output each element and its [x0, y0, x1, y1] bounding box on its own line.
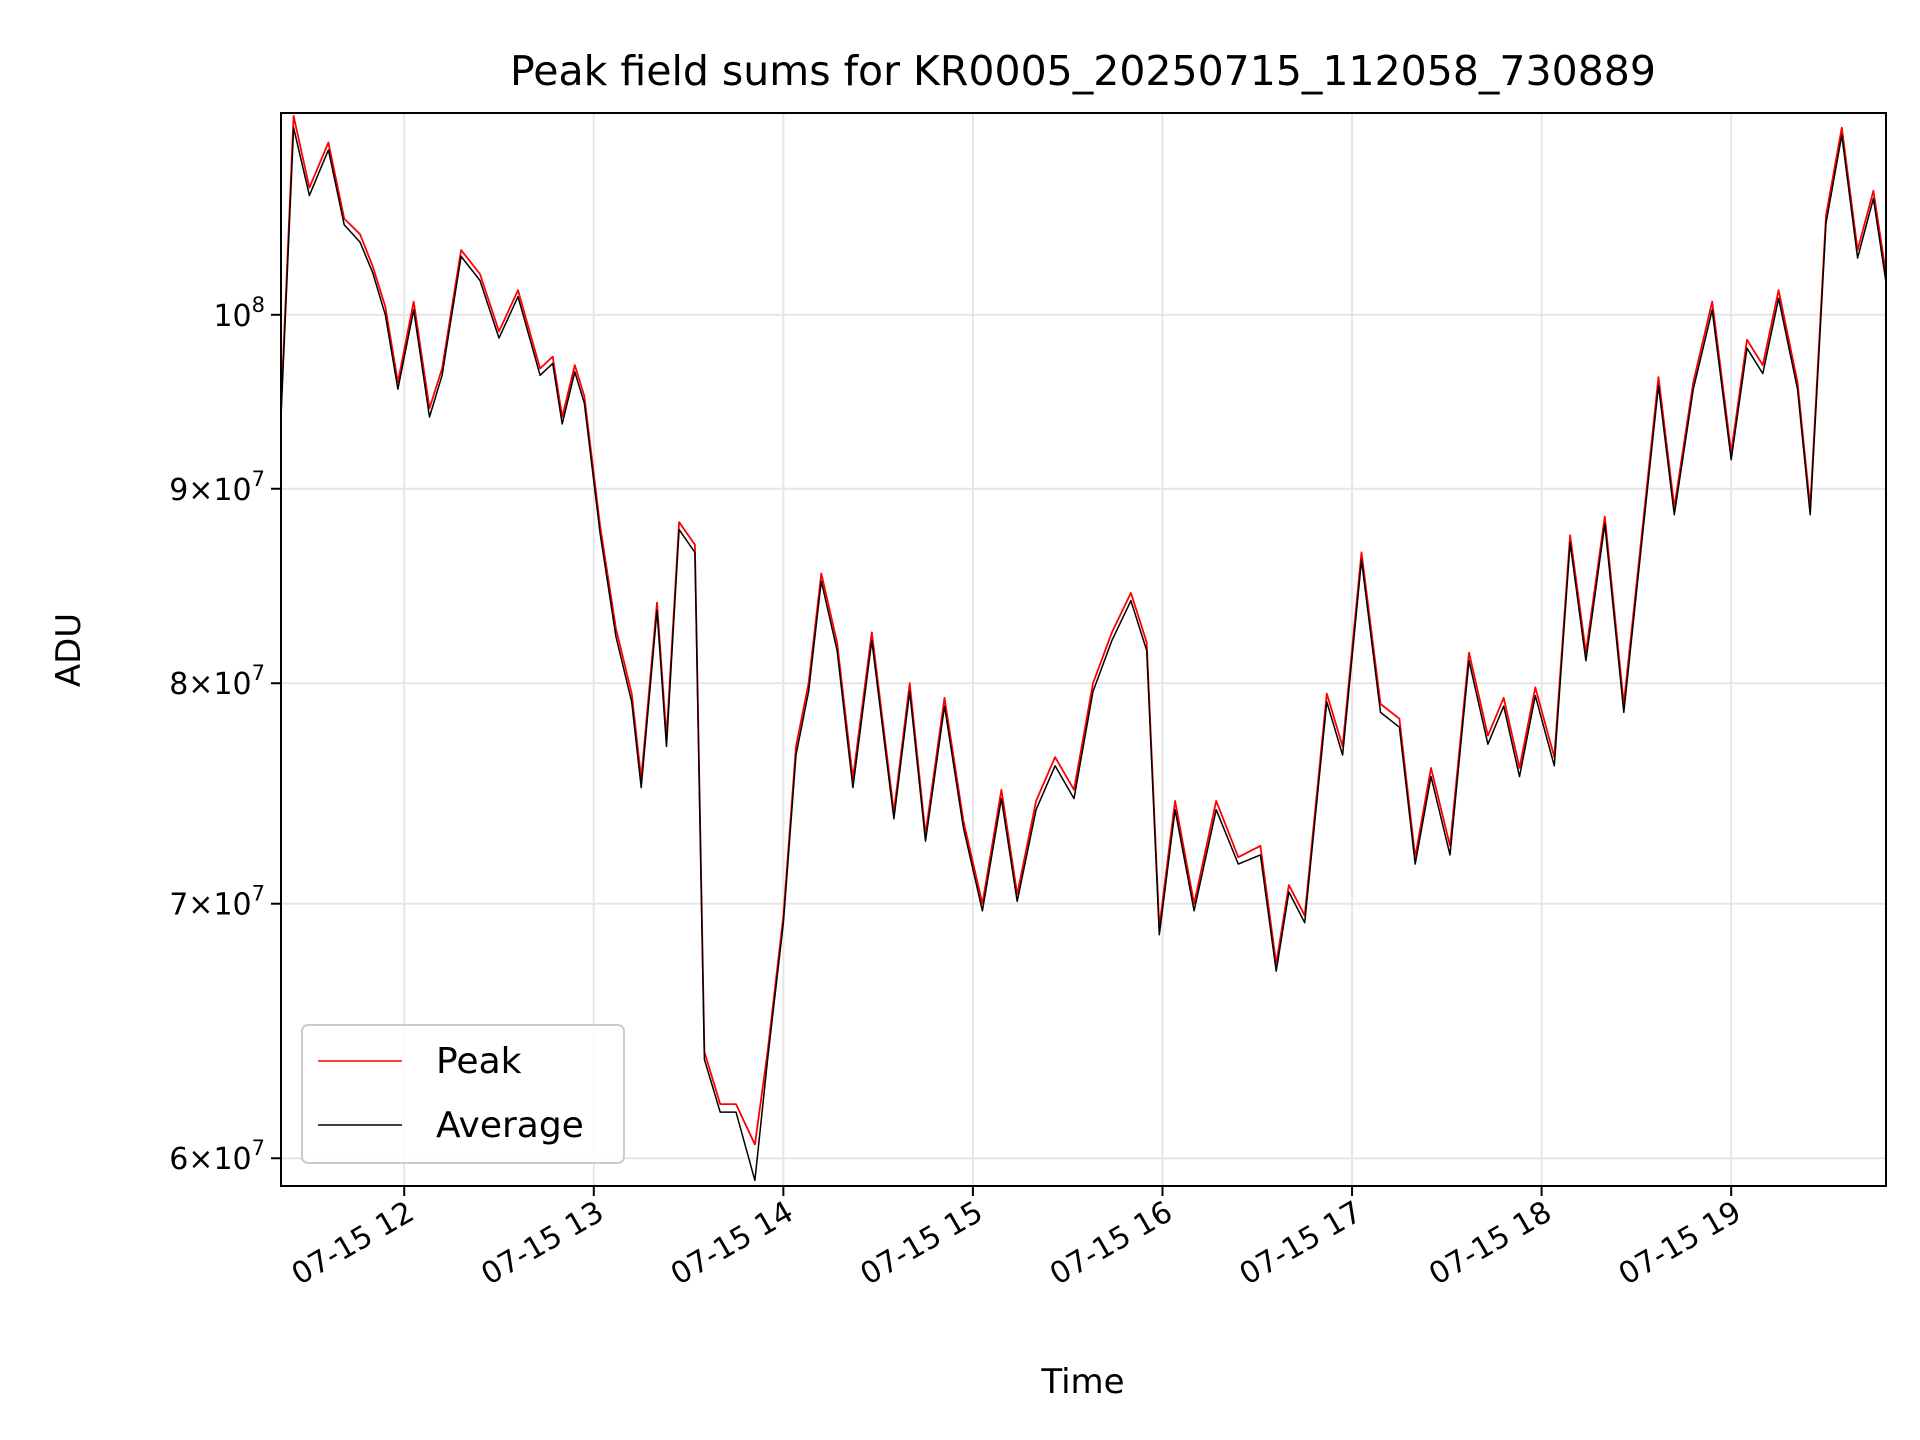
- y-tick-label: 108: [213, 293, 265, 334]
- x-tick-label: 07-15 15: [855, 1195, 989, 1293]
- x-axis-label: Time: [1040, 1362, 1124, 1402]
- x-tick-label: 07-15 18: [1423, 1195, 1557, 1293]
- y-axis-ticks: 6×107 7×107 8×107 9×107 108: [169, 293, 281, 1177]
- legend-label-average: Average: [436, 1105, 584, 1146]
- y-tick-label: 6×107: [169, 1136, 265, 1177]
- legend: Peak Average: [301, 1024, 625, 1164]
- x-tick-label: 07-15 14: [665, 1195, 799, 1293]
- legend-box: [301, 1024, 625, 1164]
- x-axis-ticks: 07-15 12 07-15 13 07-15 14 07-15 15 07-15 16…: [286, 1186, 1747, 1292]
- series-line-peak: [281, 115, 1886, 1146]
- x-tick-label: 07-15 12: [286, 1195, 420, 1293]
- chart-title: Peak field sums for KR0005_20250715_1120…: [510, 47, 1656, 95]
- x-tick-label: 07-15 16: [1044, 1195, 1178, 1293]
- series-layer: [281, 115, 1886, 1182]
- y-tick-label: 9×107: [169, 467, 265, 508]
- x-tick-label: 07-15 17: [1234, 1195, 1368, 1293]
- series-line-average: [281, 126, 1886, 1182]
- legend-label-peak: Peak: [436, 1041, 522, 1082]
- y-tick-label: 8×107: [169, 661, 265, 702]
- y-axis-label: ADU: [49, 613, 89, 687]
- x-tick-label: 07-15 19: [1613, 1195, 1747, 1293]
- x-tick-label: 07-15 13: [475, 1195, 609, 1293]
- plot-frame: [280, 112, 1887, 1187]
- y-tick-label: 7×107: [169, 882, 265, 923]
